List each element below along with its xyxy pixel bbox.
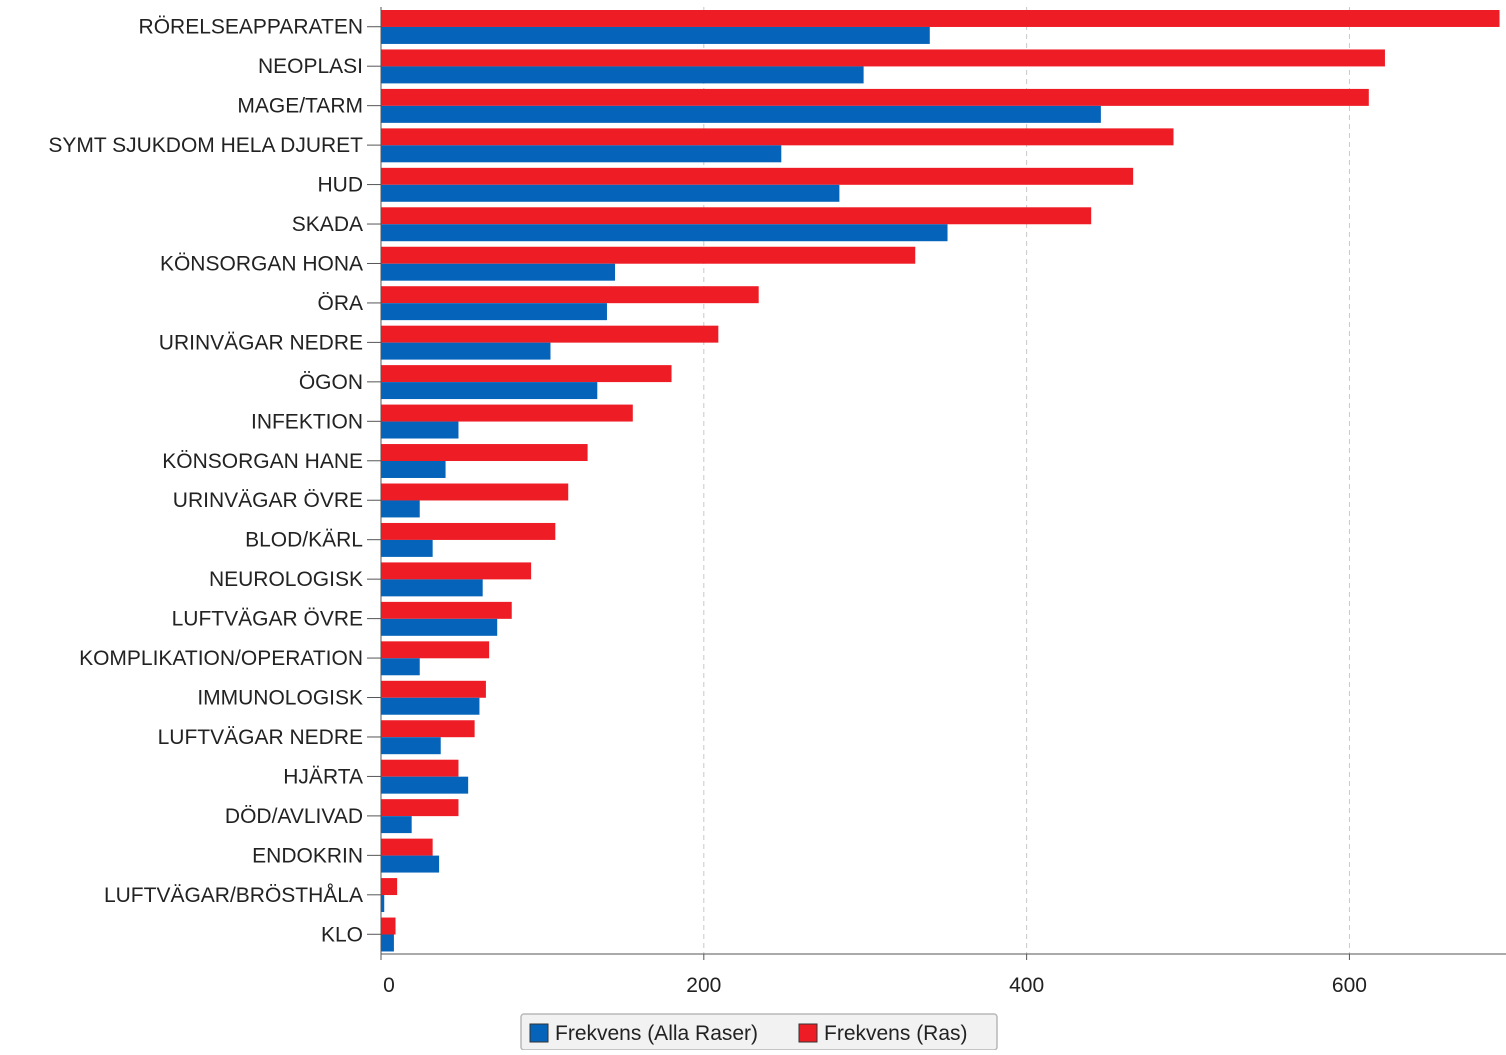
bar-ras[interactable] bbox=[381, 641, 490, 659]
bar-ras[interactable] bbox=[381, 601, 512, 619]
bar-ras[interactable] bbox=[381, 562, 532, 580]
bar-alla-raser[interactable] bbox=[381, 895, 385, 913]
category-label: BLOD/KÄRL bbox=[245, 529, 363, 552]
bar-alla-raser[interactable] bbox=[381, 342, 551, 360]
category-labels: RÖRELSEAPPARATEN NEOPLASI MAGE/TARM SYMT SJ… bbox=[48, 16, 363, 947]
bar-ras[interactable] bbox=[381, 680, 486, 698]
category-label: NEOPLASI bbox=[258, 55, 363, 78]
category-label: LUFTVÄGAR/BRÖSTHÅLA bbox=[104, 884, 363, 907]
category-label: LUFTVÄGAR ÖVRE bbox=[172, 608, 363, 631]
bar-ras[interactable] bbox=[381, 10, 1500, 27]
category-label: NEUROLOGISK bbox=[209, 568, 363, 591]
category-label: ÖGON bbox=[299, 371, 363, 394]
bar-alla-raser[interactable] bbox=[381, 184, 840, 202]
bar-ras[interactable] bbox=[381, 759, 459, 777]
category-label: URINVÄGAR ÖVRE bbox=[173, 489, 363, 512]
bar-ras[interactable] bbox=[381, 167, 1134, 185]
category-label: KÖNSORGAN HONA bbox=[160, 252, 363, 275]
bar-ras[interactable] bbox=[381, 88, 1369, 106]
bar-alla-raser[interactable] bbox=[381, 382, 598, 400]
category-label: URINVÄGAR NEDRE bbox=[159, 331, 363, 354]
bar-alla-raser[interactable] bbox=[381, 224, 948, 242]
bar-alla-raser[interactable] bbox=[381, 539, 433, 557]
axes bbox=[367, 7, 1506, 960]
bar-alla-raser[interactable] bbox=[381, 263, 616, 281]
bar-alla-raser[interactable] bbox=[381, 697, 480, 715]
bar-alla-raser[interactable] bbox=[381, 658, 420, 676]
category-label: INFEKTION bbox=[251, 410, 363, 433]
category-label: HJÄRTA bbox=[283, 765, 363, 788]
x-tick-label: 400 bbox=[1009, 974, 1044, 997]
category-label: IMMUNOLOGISK bbox=[197, 687, 363, 710]
bar-alla-raser[interactable] bbox=[381, 421, 459, 439]
legend-swatch[interactable] bbox=[529, 1023, 549, 1043]
bar-alla-raser[interactable] bbox=[381, 105, 1101, 123]
legend-label[interactable]: Frekvens (Ras) bbox=[824, 1022, 968, 1045]
bar-ras[interactable] bbox=[381, 522, 556, 540]
bar-ras[interactable] bbox=[381, 49, 1385, 67]
bar-alla-raser[interactable] bbox=[381, 461, 446, 478]
bar-ras[interactable] bbox=[381, 404, 633, 422]
x-tick-labels: 0 200 400 600 bbox=[383, 974, 1367, 997]
legend-swatch[interactable] bbox=[798, 1023, 818, 1043]
bar-alla-raser[interactable] bbox=[381, 855, 440, 873]
bar-alla-raser[interactable] bbox=[381, 934, 394, 952]
bar-ras[interactable] bbox=[381, 917, 396, 935]
bar-alla-raser[interactable] bbox=[381, 776, 469, 794]
category-label: DÖD/AVLIVAD bbox=[225, 805, 363, 828]
bar-ras[interactable] bbox=[381, 878, 398, 896]
bar-ras[interactable] bbox=[381, 838, 433, 856]
bar-alla-raser[interactable] bbox=[381, 737, 441, 755]
category-label: SYMT SJUKDOM HELA DJURET bbox=[48, 134, 363, 157]
category-label: ÖRA bbox=[317, 292, 363, 315]
bar-alla-raser[interactable] bbox=[381, 579, 483, 597]
bar-ras[interactable] bbox=[381, 286, 759, 304]
bar-ras[interactable] bbox=[381, 720, 475, 738]
bar-alla-raser[interactable] bbox=[381, 66, 864, 84]
bar-alla-raser[interactable] bbox=[381, 145, 782, 163]
bar-ras[interactable] bbox=[381, 325, 719, 343]
category-label: RÖRELSEAPPARATEN bbox=[139, 16, 363, 39]
legend-label[interactable]: Frekvens (Alla Raser) bbox=[555, 1022, 758, 1045]
bar-alla-raser[interactable] bbox=[381, 303, 607, 321]
bar-alla-raser[interactable] bbox=[381, 816, 412, 834]
category-label: HUD bbox=[318, 174, 364, 197]
grid-lines bbox=[703, 7, 1350, 954]
bar-ras[interactable] bbox=[381, 365, 672, 383]
bars bbox=[381, 10, 1500, 952]
legend: Frekvens (Alla Raser) Frekvens (Ras) bbox=[520, 1013, 998, 1051]
bar-alla-raser[interactable] bbox=[381, 26, 930, 44]
bar-alla-raser[interactable] bbox=[381, 618, 498, 636]
category-label: ENDOKRIN bbox=[252, 844, 363, 867]
category-label: KLO bbox=[321, 923, 363, 946]
bar-ras[interactable] bbox=[381, 444, 588, 462]
bar-ras[interactable] bbox=[381, 128, 1174, 146]
x-tick-label: 600 bbox=[1332, 974, 1367, 997]
category-label: KOMPLIKATION/OPERATION bbox=[79, 647, 363, 670]
bar-ras[interactable] bbox=[381, 483, 569, 501]
category-label: KÖNSORGAN HANE bbox=[162, 450, 363, 473]
category-label: LUFTVÄGAR NEDRE bbox=[158, 726, 363, 749]
category-label: SKADA bbox=[292, 213, 363, 236]
category-label: MAGE/TARM bbox=[237, 95, 363, 118]
x-tick-label: 0 bbox=[383, 974, 395, 997]
x-tick-label: 200 bbox=[686, 974, 721, 997]
bar-ras[interactable] bbox=[381, 207, 1092, 225]
bar-alla-raser[interactable] bbox=[381, 500, 420, 518]
bar-ras[interactable] bbox=[381, 246, 916, 264]
bar-ras[interactable] bbox=[381, 799, 459, 817]
